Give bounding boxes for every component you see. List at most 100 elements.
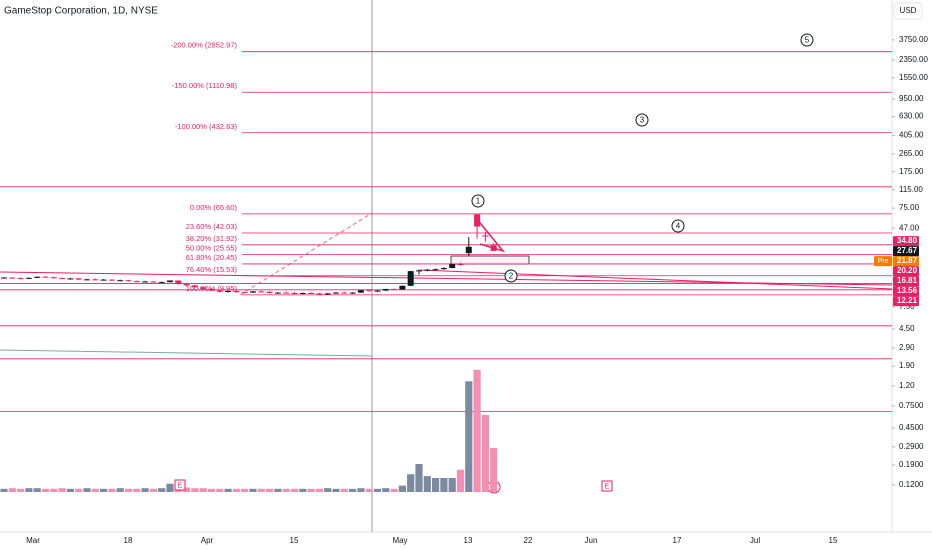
x-tick-label: Jun [585, 536, 598, 545]
y-tick-label: 7.50 [899, 302, 915, 311]
candle-body [432, 269, 439, 271]
x-tick-label: 22 [524, 536, 533, 545]
volume-bar [241, 488, 249, 492]
candle-body [100, 279, 107, 281]
volume-bar [432, 478, 440, 492]
candle-body [382, 289, 389, 291]
candle-body [216, 290, 223, 292]
candle-body [17, 278, 24, 280]
candle-body [200, 287, 207, 290]
candle-body [175, 280, 182, 285]
y-tick-label: 630.00 [899, 112, 924, 121]
candle-body [299, 293, 306, 295]
candle-body [92, 279, 99, 281]
y-tick-label: 405.00 [899, 131, 924, 140]
candle-body [399, 285, 406, 290]
wave-circle [671, 219, 685, 233]
volume-bar [158, 488, 166, 492]
candle-body [241, 292, 248, 294]
volume-bar [324, 488, 332, 492]
wave-circle [471, 194, 485, 208]
volume-bar [448, 478, 456, 492]
x-tick-label: 15 [829, 536, 838, 545]
volume-bar [266, 488, 274, 492]
price-tag [893, 256, 919, 267]
candle-body [490, 245, 497, 251]
wave-label: 1 [476, 197, 481, 206]
volume-bar [17, 488, 25, 492]
y-tick-label: 0.2900 [899, 442, 924, 451]
price-tag [893, 296, 919, 307]
earnings-label: E [605, 483, 610, 490]
candle-body [9, 277, 16, 279]
wave-circle [800, 33, 814, 47]
wave-circle [504, 269, 518, 283]
candle-body [250, 291, 256, 293]
price-tag-label: 34.80 [897, 236, 918, 245]
x-tick-label: May [392, 536, 407, 545]
volume-bar [373, 488, 382, 492]
candle-body [366, 290, 373, 292]
volume-bar [456, 469, 465, 492]
currency-button[interactable] [893, 2, 923, 20]
candle-body [75, 278, 82, 280]
wave-label: 5 [805, 36, 810, 45]
volume-bar [332, 488, 340, 492]
candle-body [440, 268, 447, 270]
volume-bar [183, 487, 191, 492]
price-tag-label: 21.87 [897, 256, 918, 265]
candle-body [225, 290, 232, 292]
candle-body [191, 285, 198, 288]
volume-bar [91, 488, 99, 492]
volume-bar [315, 488, 323, 492]
candle-body [142, 281, 149, 283]
candle-body [42, 276, 49, 278]
volume-bar [41, 488, 50, 492]
x-tick-label: 15 [290, 536, 299, 545]
candle-body [84, 279, 90, 281]
fib-label: 38.20% (31.92) [186, 234, 238, 243]
volume-bar [274, 488, 282, 492]
currency-label[interactable]: USD [900, 6, 917, 15]
candle-body [258, 291, 265, 293]
price-tag-label: 16.81 [897, 276, 918, 285]
price-tag [893, 246, 919, 257]
candle-body [117, 280, 124, 282]
volume-bar [249, 488, 257, 492]
candle-body [424, 269, 431, 271]
y-tick-label: 3750.00 [899, 35, 928, 44]
volume-bar [33, 488, 41, 492]
volume-bar [390, 488, 398, 492]
candle-body [34, 276, 41, 278]
volume-bar [407, 474, 415, 492]
candle-body [416, 270, 422, 272]
volume-bar [490, 448, 498, 492]
candle-body [482, 235, 489, 237]
fib-label: -150.00% (1110.98) [172, 81, 238, 90]
volume-bar [465, 381, 473, 492]
price-tag-label: 27.67 [897, 246, 918, 255]
pattern-line [475, 217, 506, 253]
y-tick-label: 0.7500 [899, 401, 924, 410]
x-tick-label: 17 [673, 536, 682, 545]
y-tick-label: 75.00 [899, 203, 920, 212]
wave-label: 4 [676, 222, 681, 231]
price-tag-label: 12.21 [897, 296, 918, 305]
trend-line [419, 269, 893, 290]
candle-body [316, 293, 323, 295]
x-tick-label: 18 [124, 536, 133, 545]
volume-bar [340, 488, 348, 492]
volume-bar [382, 488, 390, 492]
candle-body [67, 278, 74, 280]
pre-badge [874, 256, 892, 267]
candle-body [59, 278, 66, 280]
volume-bar [257, 488, 265, 492]
fib-label: 0.00% (65.60) [190, 203, 238, 212]
wave-circle [635, 113, 649, 127]
y-tick-label: 47.00 [899, 223, 920, 232]
volume-bar [207, 488, 216, 492]
y-tick-label: 0.1900 [899, 460, 924, 469]
y-tick-label: 1.90 [899, 361, 915, 370]
earnings-label: E [178, 482, 183, 489]
volume-bar [349, 488, 357, 492]
